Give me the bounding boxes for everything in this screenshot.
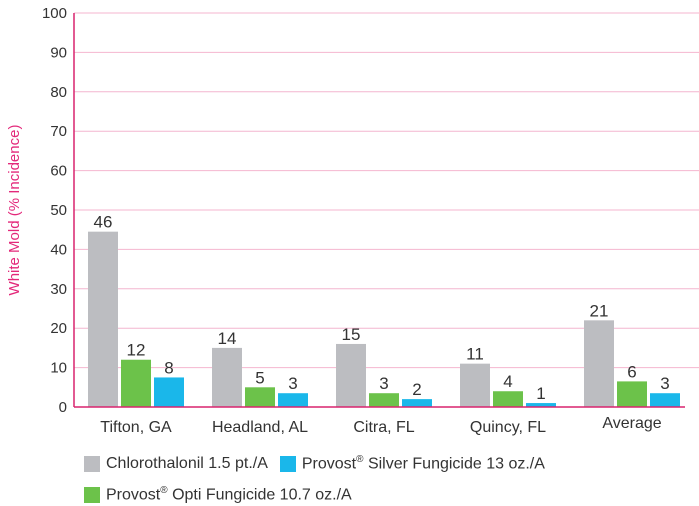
bar-value-label: 6: [627, 362, 636, 381]
bar: [650, 393, 680, 407]
bars: [88, 231, 680, 407]
bar-value-label: 46: [94, 213, 113, 232]
bar-value-label: 11: [466, 345, 484, 364]
y-tick-label: 70: [50, 123, 67, 140]
legend-swatch-chlorothalonil: [84, 455, 100, 472]
bar: [369, 393, 399, 407]
data-labels: 46 12 8 14 5 3 15 3 2 11 4 1 21 6 3: [94, 213, 670, 403]
y-tick-label: 80: [50, 84, 67, 101]
x-tick-label: Average: [602, 415, 661, 432]
bar: [617, 381, 647, 407]
y-tick-label: 30: [50, 281, 67, 298]
bar: [278, 393, 308, 407]
bar: [402, 399, 432, 407]
gridlines: [74, 12, 699, 369]
bar: [154, 377, 184, 407]
bar-value-label: 1: [536, 384, 545, 403]
bar: [336, 343, 366, 407]
bar-value-label: 4: [503, 372, 512, 391]
x-tick-labels: Tifton, GA Headland, AL Citra, FL Quincy, F…: [100, 415, 661, 436]
legend-item-provost-opti: Provost® Opti Fungicide 10.7 oz./A: [84, 485, 352, 504]
bar: [88, 231, 118, 407]
x-tick-label: Headland, AL: [212, 419, 308, 436]
y-tick-label: 20: [50, 320, 67, 337]
x-tick-label: Quincy, FL: [470, 419, 546, 436]
legend-item-provost-silver: Provost® Silver Fungicide 13 oz./A: [279, 454, 545, 473]
bar: [493, 391, 523, 407]
legend-label-provost-silver: Provost® Silver Fungicide 13 oz./A: [301, 454, 545, 473]
bar: [460, 363, 490, 407]
bar-value-label: 21: [590, 301, 609, 320]
bar-value-label: 12: [127, 341, 146, 360]
legend-swatch-provost-opti: [84, 486, 100, 503]
bar-value-label: 3: [660, 374, 669, 393]
bar-value-label: 5: [255, 368, 264, 387]
legend-label-provost-opti: Provost® Opti Fungicide 10.7 oz./A: [106, 485, 352, 504]
y-tick-label: 100: [42, 5, 67, 22]
x-tick-label: Tifton, GA: [100, 419, 172, 436]
y-tick-label: 40: [50, 241, 67, 258]
bar-value-label: 3: [379, 374, 388, 393]
x-tick-label: Citra, FL: [353, 419, 414, 436]
bar: [526, 403, 556, 407]
y-tick-label: 90: [50, 44, 67, 61]
bar: [212, 347, 242, 407]
legend-row-2: Provost® Opti Fungicide 10.7 oz./A: [84, 485, 364, 504]
y-axis-label: White Mold (% Incidence): [6, 125, 23, 296]
bar-value-label: 8: [164, 358, 173, 377]
y-tick-label: 10: [50, 360, 67, 377]
bar-value-label: 15: [342, 325, 361, 344]
bar: [245, 387, 275, 407]
y-tick-label: 50: [50, 202, 67, 219]
legend-swatch-provost-silver: [279, 455, 296, 472]
y-tick-label: 0: [59, 399, 67, 416]
legend-row-1: Chlorothalonil 1.5 pt./A Provost® Silver…: [84, 454, 557, 473]
y-tick-labels: 0 10 20 30 40 50 60 70 80 90 100: [42, 5, 67, 416]
bar: [584, 320, 614, 407]
legend-label-chlorothalonil: Chlorothalonil 1.5 pt./A: [106, 454, 268, 472]
y-tick-label: 60: [50, 163, 67, 180]
bar-value-label: 14: [218, 329, 237, 348]
bar: [121, 359, 151, 407]
bar-value-label: 2: [412, 380, 421, 399]
bar-value-label: 3: [288, 374, 297, 393]
legend-item-chlorothalonil: Chlorothalonil 1.5 pt./A: [84, 455, 268, 473]
